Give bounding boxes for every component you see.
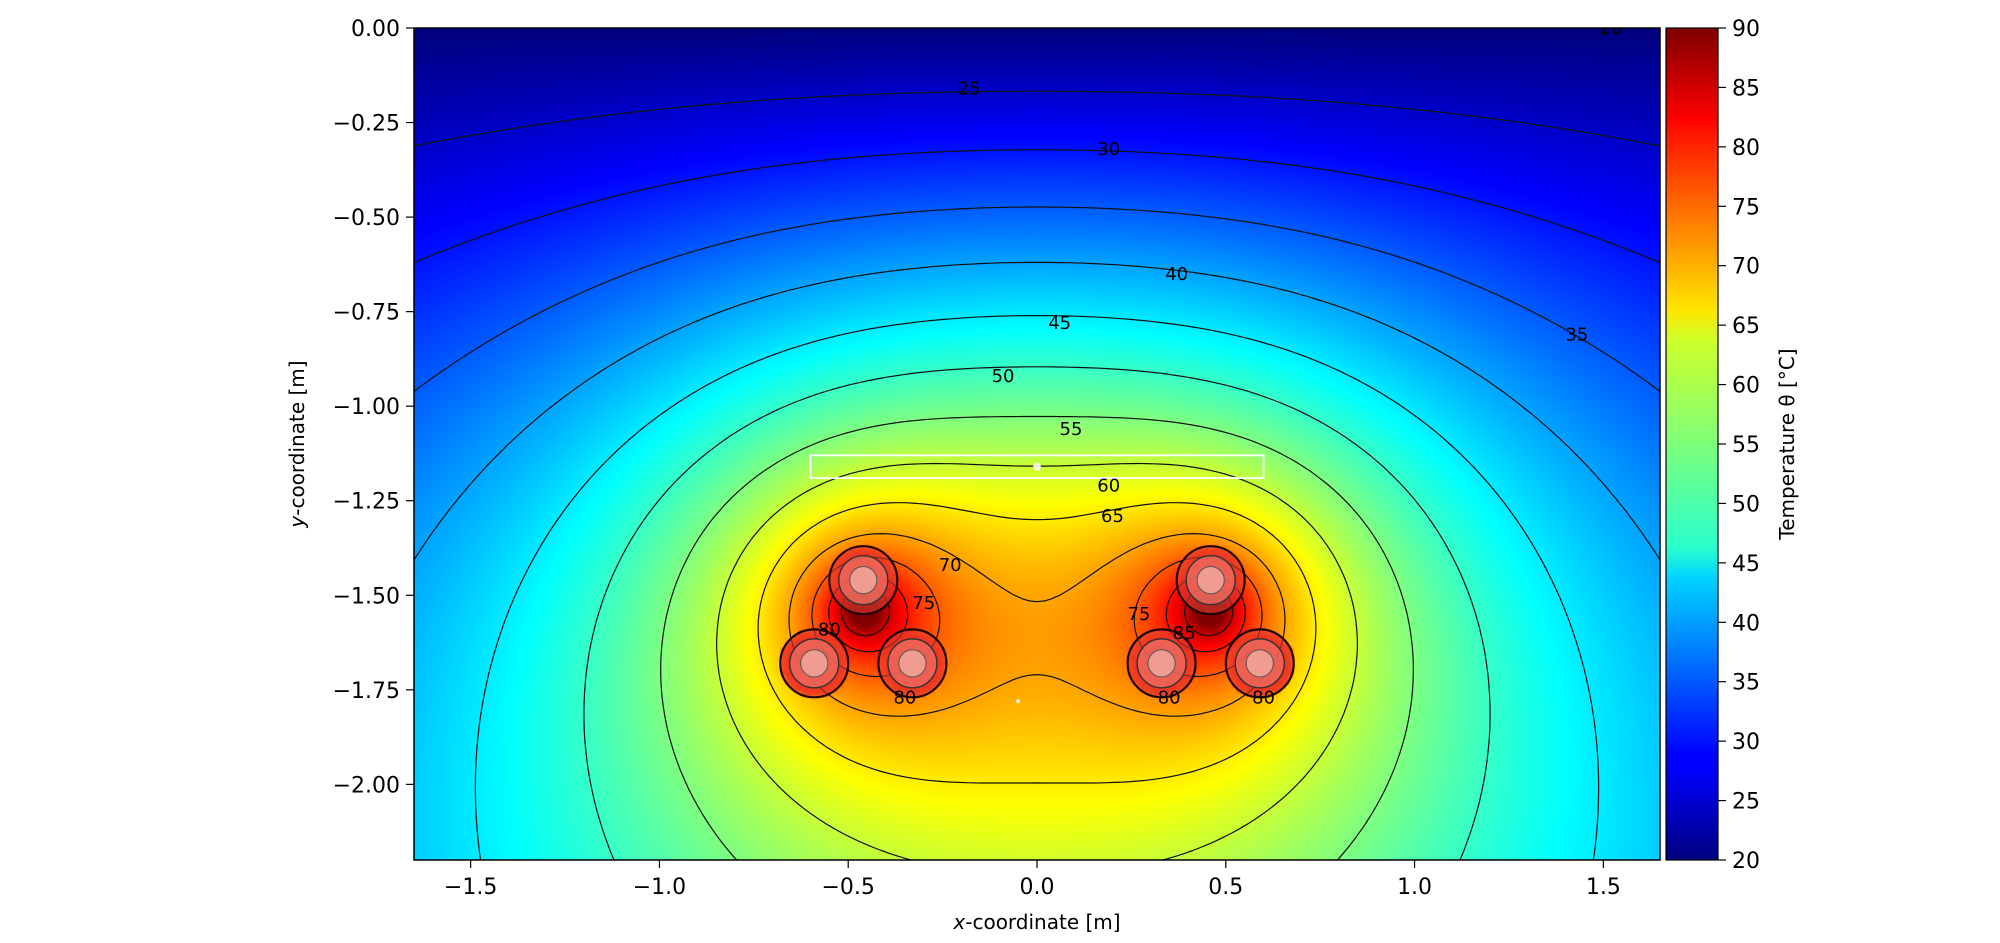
colorbar-label: Temperature θ [°C] — [1775, 348, 1799, 540]
colorbar-tick-label: 25 — [1732, 790, 1760, 815]
x-tick-label: 1.5 — [1586, 875, 1621, 900]
y-tick-label: −1.50 — [333, 584, 400, 609]
contour-label-8: 60 — [1097, 476, 1120, 497]
x-tick-label: −1.0 — [633, 875, 686, 900]
contour-label-1: 25 — [958, 79, 981, 100]
temperature-field-image — [414, 28, 1660, 860]
cable-core-3 — [1196, 566, 1225, 595]
x-tick-label: −1.5 — [444, 875, 497, 900]
contour-label-16: 80 — [893, 687, 916, 708]
colorbar — [1665, 27, 1719, 861]
x-axis-ticks: −1.5 −1.0 −0.5 0.0 0.5 1.0 1.5 — [444, 860, 1621, 900]
cable-core-4 — [1147, 649, 1176, 678]
x-axis-label: x-coordinate [m] — [952, 910, 1120, 934]
y-tick-label: −2.00 — [333, 773, 400, 798]
y-axis-label: y-coordinate [m] — [285, 360, 309, 528]
contour-line-50 — [583, 366, 1491, 860]
contour-label-17: 80 — [1252, 687, 1275, 708]
colorbar-tick-label: 30 — [1732, 730, 1760, 755]
contour-label-4: 40 — [1165, 264, 1188, 285]
colorbar-tick-label: 55 — [1732, 433, 1760, 458]
y-tick-label: −0.25 — [333, 112, 400, 137]
cable-group — [779, 545, 1295, 699]
y-tick-label: −1.00 — [333, 395, 400, 420]
contour-label-5: 45 — [1048, 313, 1071, 334]
colorbar-ticks: 20 25 30 35 40 45 50 55 60 65 70 75 80 85 90 — [1718, 17, 1760, 874]
marker-point-0 — [1033, 462, 1041, 471]
colorbar-tick-label: 90 — [1732, 17, 1760, 42]
x-tick-label: 0.5 — [1208, 875, 1243, 900]
contour-line-25 — [414, 90, 1660, 147]
x-tick-label: 1.0 — [1397, 875, 1432, 900]
contour-label-12: 80 — [818, 619, 841, 640]
contour-label-14: 85 — [1173, 623, 1196, 644]
colorbar-tick-label: 40 — [1732, 611, 1760, 636]
colorbar-tick-label: 70 — [1732, 255, 1760, 280]
contour-label-0: 20 — [1599, 18, 1622, 39]
y-axis-ticks: 0.00 −0.25 −0.50 −0.75 −1.00 −1.25 −1.50 −1.75 −… — [333, 17, 414, 798]
contour-line-65 — [757, 502, 1317, 784]
backfill-rectangle — [809, 454, 1265, 479]
contour-line-30 — [414, 149, 1660, 264]
contour-label-2: 30 — [1097, 139, 1120, 160]
cable-core-2 — [898, 649, 927, 678]
contour-label-13: 75 — [1127, 604, 1150, 625]
colorbar-tick-label: 60 — [1732, 374, 1760, 399]
y-tick-label: −0.75 — [333, 301, 400, 326]
contour-line-55 — [660, 415, 1414, 860]
colorbar-tick-label: 50 — [1732, 492, 1760, 517]
colorbar-tick-label: 80 — [1732, 136, 1760, 161]
cable-core-5 — [1245, 649, 1274, 678]
contour-line-60 — [716, 462, 1358, 860]
contour-line-40 — [414, 261, 1660, 561]
colorbar-tick-label: 85 — [1732, 76, 1760, 101]
contour-label-10: 70 — [939, 555, 962, 576]
marker-point-1 — [1016, 699, 1021, 704]
y-tick-label: −1.75 — [333, 679, 400, 704]
contour-line-35 — [414, 206, 1660, 392]
contour-label-9: 65 — [1101, 506, 1124, 527]
colorbar-tick-label: 75 — [1732, 195, 1760, 220]
contour-label-11: 75 — [912, 593, 935, 614]
x-tick-label: 0.0 — [1020, 875, 1055, 900]
colorbar-tick-label: 35 — [1732, 671, 1760, 696]
cable-core-1 — [800, 649, 829, 678]
overlay-group — [809, 454, 1265, 704]
contour-label-3: 35 — [1565, 324, 1588, 345]
y-tick-label: 0.00 — [351, 17, 400, 42]
isotherm-contours — [414, 90, 1660, 860]
contour-label-15: 80 — [1158, 687, 1181, 708]
contour-label-6: 50 — [992, 366, 1015, 387]
y-tick-label: −1.25 — [333, 490, 400, 515]
colorbar-tick-label: 20 — [1732, 849, 1760, 874]
contour-line-45 — [474, 315, 1600, 860]
y-tick-label: −0.50 — [333, 206, 400, 231]
colorbar-tick-label: 65 — [1732, 314, 1760, 339]
x-tick-label: −0.5 — [822, 875, 875, 900]
colorbar-tick-label: 45 — [1732, 552, 1760, 577]
cable-core-0 — [849, 566, 878, 595]
contour-label-7: 55 — [1060, 419, 1083, 440]
